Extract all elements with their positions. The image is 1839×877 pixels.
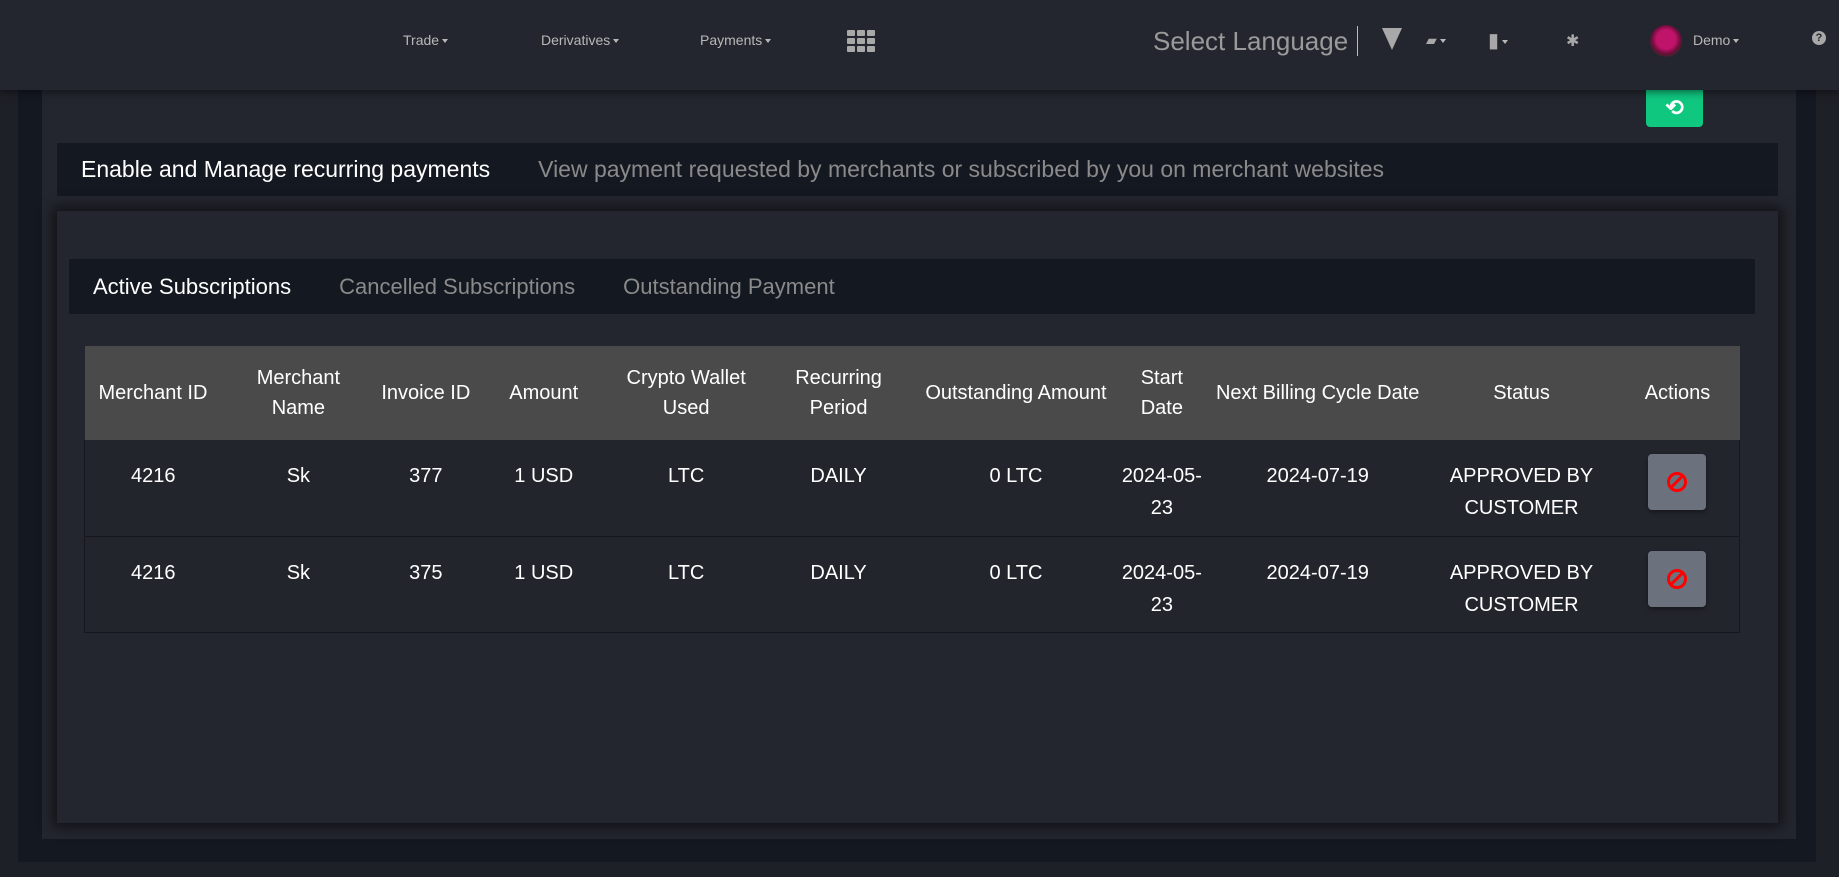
table-cell: 2024-05-23 [1115, 440, 1208, 537]
column-header: Actions [1615, 346, 1740, 440]
table-cell: 0 LTC [916, 440, 1116, 537]
page-subtitle: View payment requested by merchants or s… [538, 156, 1385, 182]
table-cell: 2024-05-23 [1115, 536, 1208, 633]
page-title-bar: Enable and Manage recurring payments Vie… [57, 143, 1778, 196]
column-header: Merchant Name [221, 346, 376, 440]
column-header: Start Date [1115, 346, 1208, 440]
caret-down-icon [765, 39, 772, 44]
subscriptions-table: Merchant ID Merchant Name Invoice ID Amount… [84, 346, 1741, 633]
gear-icon[interactable]: ✱ [1566, 33, 1580, 50]
table-cell: DAILY [761, 536, 916, 633]
table-cell: APPROVED BY CUSTOMER [1427, 440, 1616, 537]
caret-down-icon [1733, 39, 1740, 44]
nav-label: Payments [700, 32, 763, 48]
history-button[interactable]: ⟲ [1646, 88, 1703, 127]
actions-cell [1615, 440, 1741, 537]
column-header: Outstanding Amount [916, 346, 1116, 440]
caret-down-icon [442, 39, 449, 44]
table-cell: APPROVED BY CUSTOMER [1427, 536, 1616, 633]
ban-icon [1667, 472, 1688, 492]
table-header-row: Merchant ID Merchant Name Invoice ID Amount… [84, 346, 1740, 440]
column-header: Crypto Wallet Used [611, 346, 762, 440]
table-cell: LTC [611, 440, 762, 537]
tab-active-subscriptions[interactable]: Active Subscriptions [93, 273, 292, 299]
tab-cancelled-subscriptions[interactable]: Cancelled Subscriptions [339, 273, 576, 299]
nav-label: Derivatives [541, 32, 611, 48]
cancel-subscription-button[interactable] [1648, 454, 1707, 510]
triangle-down-icon[interactable] [1382, 28, 1402, 50]
column-header: Next Billing Cycle Date [1207, 346, 1428, 440]
avatar[interactable] [1650, 25, 1682, 57]
divider [1357, 26, 1358, 56]
cancel-subscription-button[interactable] [1648, 550, 1707, 607]
table-row: 4216 Sk 377 1 USD LTC DAILY 0 LTC 2024-05-23 202… [84, 440, 1741, 537]
table-cell: 1 USD [476, 440, 612, 537]
tab-outstanding-payment[interactable]: Outstanding Payment [623, 273, 835, 299]
table-cell: Sk [221, 440, 376, 537]
nav-trade[interactable]: Trade [403, 32, 449, 48]
top-navbar: Trade Derivatives Payments Select Langua… [0, 0, 1839, 90]
apps-grid-icon[interactable] [847, 30, 875, 52]
table-cell: 2024-07-19 [1207, 536, 1428, 633]
user-name: Demo [1693, 32, 1731, 48]
user-menu[interactable]: Demo [1693, 32, 1740, 48]
book-icon[interactable]: ▰ [1426, 32, 1446, 49]
table-cell: 1 USD [476, 536, 612, 633]
nav-label: Trade [403, 32, 440, 48]
select-language[interactable]: Select Language [1153, 26, 1349, 56]
table-cell: 4216 [84, 440, 222, 537]
column-header: Invoice ID [375, 346, 477, 440]
caret-down-icon [613, 39, 620, 44]
table-cell: 375 [375, 536, 477, 633]
column-header: Status [1427, 346, 1616, 440]
page-title: Enable and Manage recurring payments [81, 156, 491, 182]
table-cell: LTC [611, 536, 762, 633]
table-cell: 2024-07-19 [1207, 440, 1428, 537]
column-header: Merchant ID [84, 346, 222, 440]
history-icon: ⟲ [1665, 94, 1684, 120]
column-header: Amount [476, 346, 612, 440]
table-cell: 4216 [84, 536, 222, 633]
table-cell: 0 LTC [916, 536, 1116, 633]
subscriptions-card: Active Subscriptions Cancelled Subscript… [57, 211, 1778, 823]
table-cell: Sk [221, 536, 376, 633]
help-icon[interactable]: ? [1812, 31, 1826, 45]
column-header: Recurring Period [761, 346, 916, 440]
actions-cell [1615, 536, 1741, 633]
nav-derivatives[interactable]: Derivatives [541, 32, 620, 48]
tabs: Active Subscriptions Cancelled Subscript… [69, 259, 1755, 314]
table-row: 4216 Sk 375 1 USD LTC DAILY 0 LTC 2024-05-23 202… [84, 536, 1741, 633]
table-cell: 377 [375, 440, 477, 537]
wallet-icon[interactable]: ▮ [1488, 28, 1509, 53]
table-cell: DAILY [761, 440, 916, 537]
ban-icon [1667, 568, 1688, 589]
nav-payments[interactable]: Payments [700, 32, 772, 48]
